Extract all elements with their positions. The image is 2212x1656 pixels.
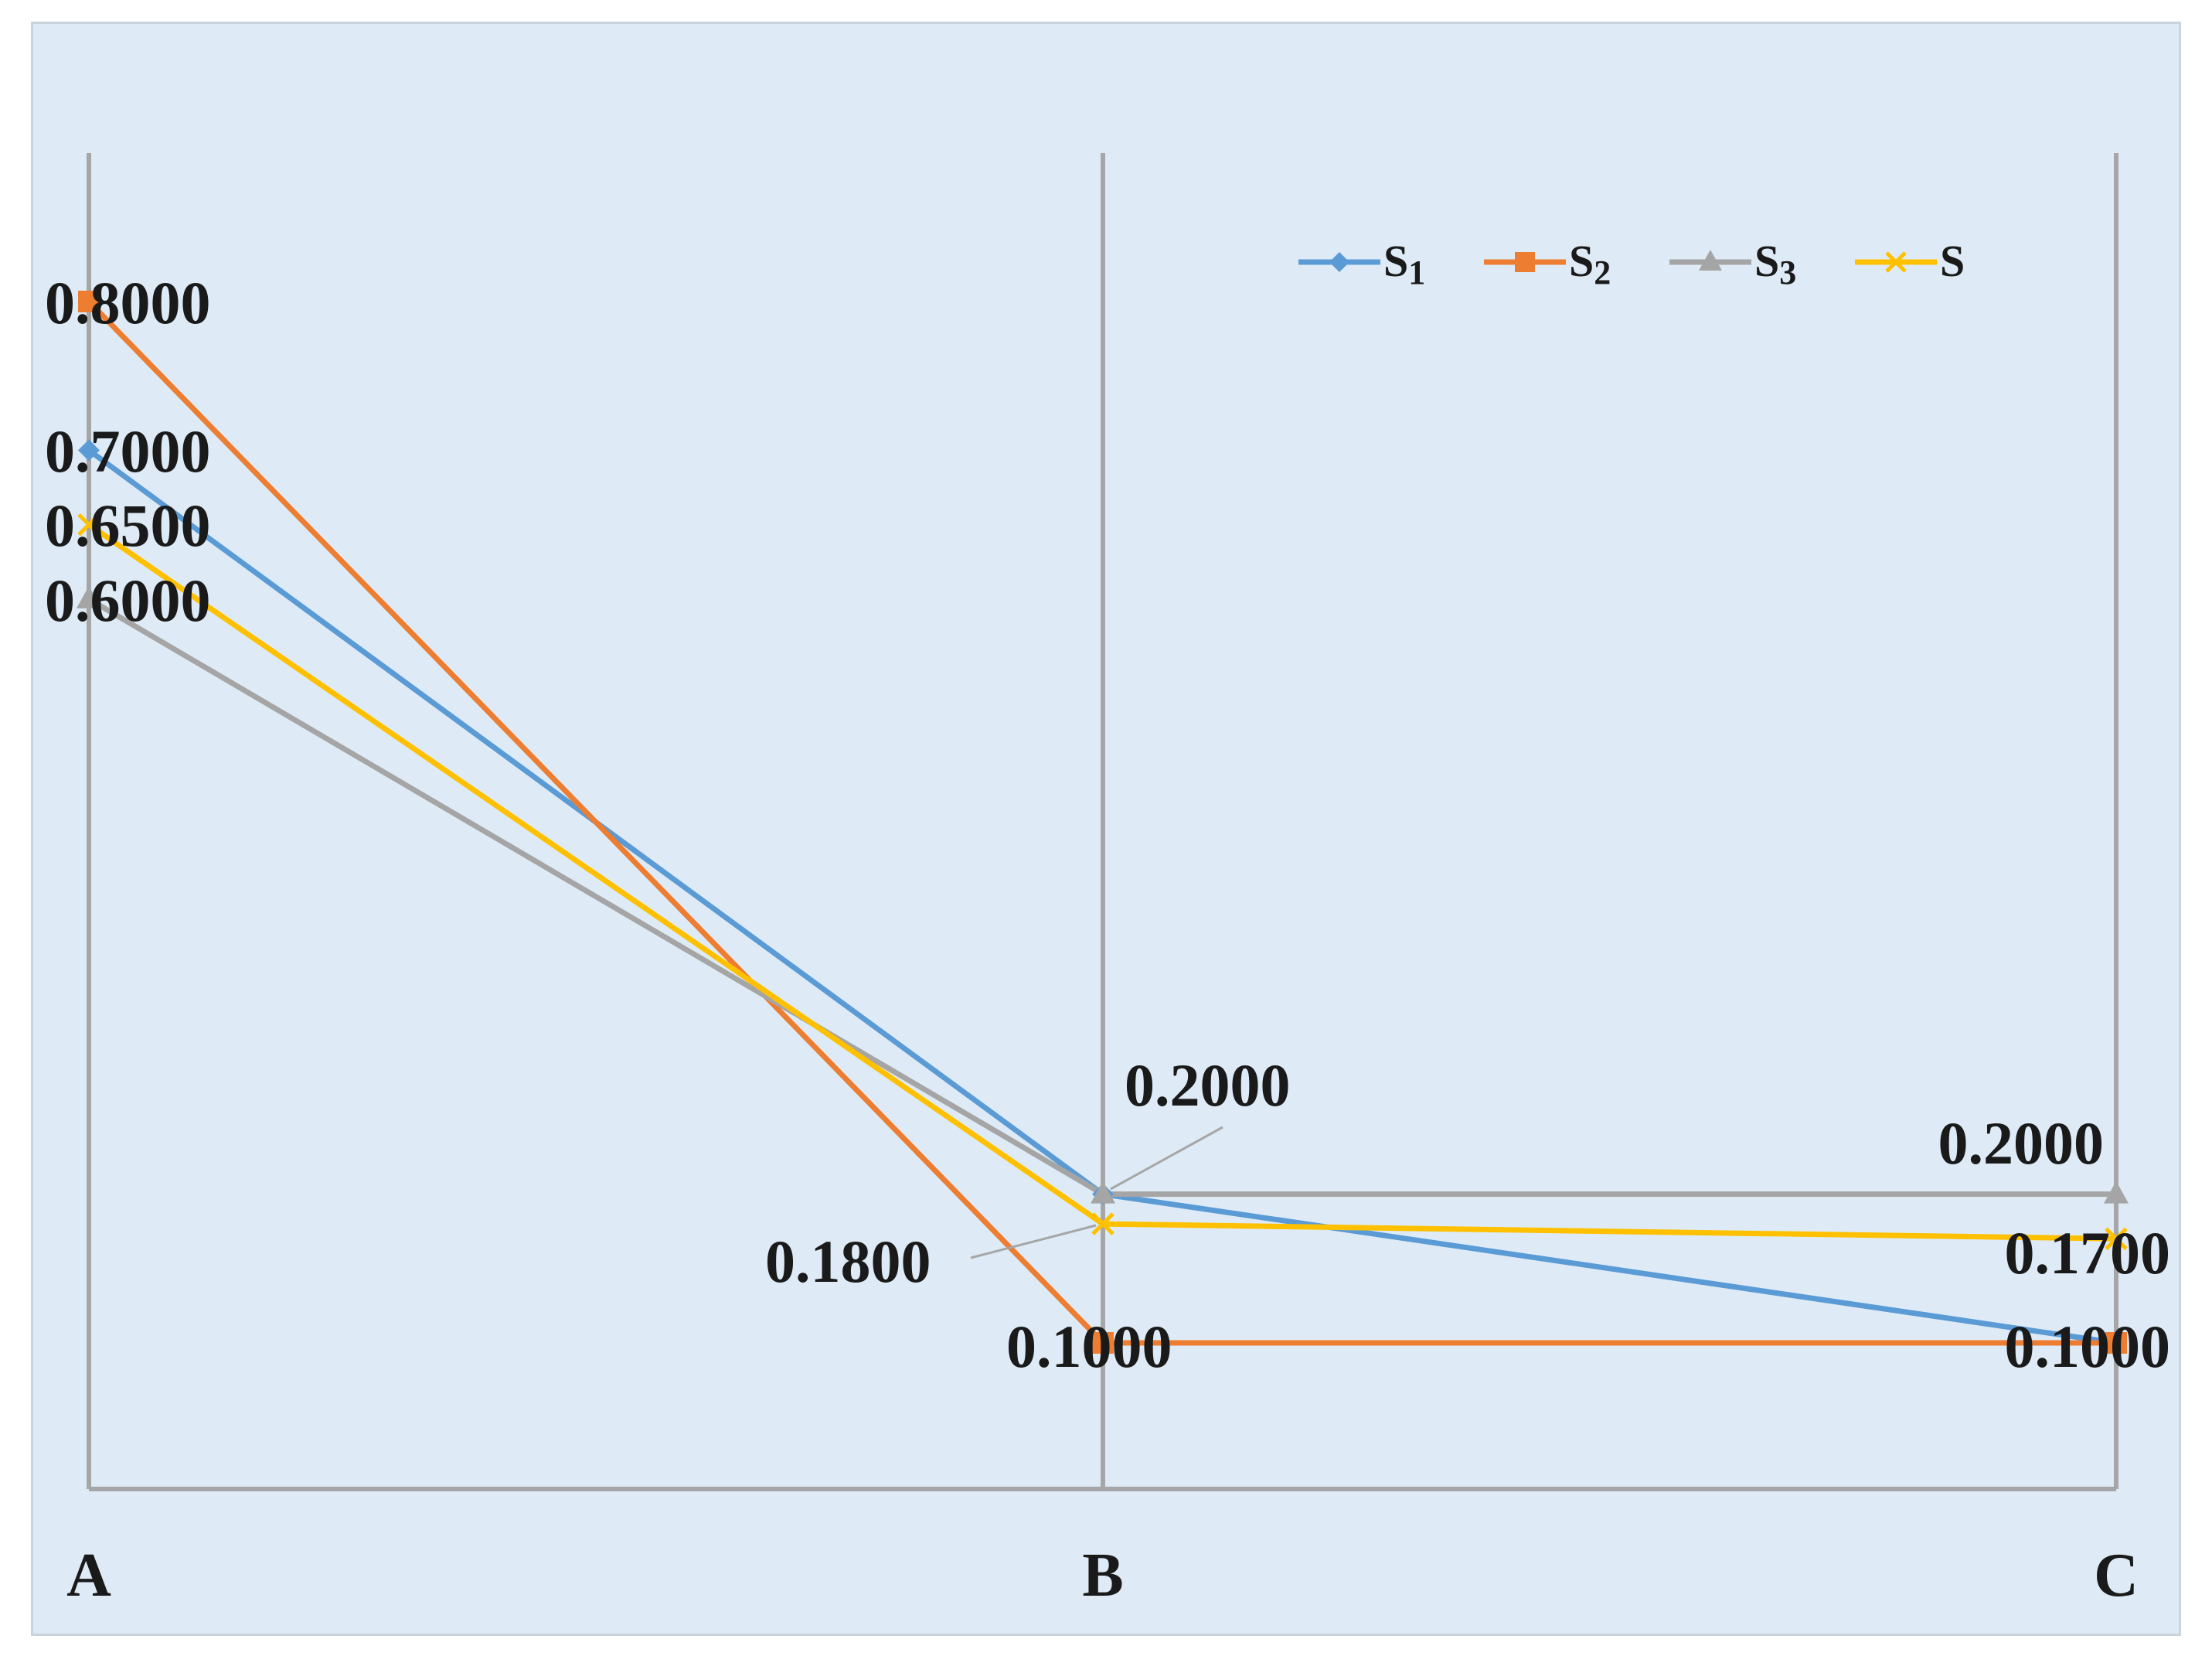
legend-item-s1: S1 (1298, 236, 1425, 291)
marker-s-c (2105, 1227, 2128, 1251)
category-labels-group: A B C (66, 1542, 2139, 1610)
markers-group (77, 291, 2129, 1354)
legend-label-s1: S1 (1383, 236, 1425, 291)
data-labels-group: 0.8000 0.7000 0.6500 0.6000 0.2000 0.1800 0.10… (45, 269, 2170, 1380)
marker-s3-b (1091, 1181, 1115, 1204)
category-label-c: C (2094, 1542, 2139, 1610)
data-label-c-7: 0.2000 (1938, 1109, 2105, 1177)
legend-label-s: S (1940, 236, 1965, 286)
marker-s2-b (1092, 1332, 1114, 1354)
marker-s3-c (2104, 1181, 2129, 1204)
data-label-b-6: 0.1000 (1006, 1313, 1172, 1380)
data-label-a-0: 0.8000 (45, 269, 211, 336)
data-label-b-5: 0.1800 (765, 1228, 931, 1295)
data-label-c-9: 0.1000 (2005, 1313, 2171, 1380)
legend: S1 S2 S3 S (1298, 236, 1965, 291)
legend-item-s: S (1855, 236, 1965, 286)
category-label-b: B (1082, 1542, 1123, 1610)
marker-s3-a (77, 585, 101, 608)
data-label-c-8: 0.1700 (2005, 1219, 2171, 1286)
data-label-a-2: 0.6500 (45, 492, 211, 559)
marker-s2-c (2105, 1332, 2127, 1354)
marker-s1-a (78, 439, 100, 462)
marker-s2-a (78, 291, 100, 312)
leader-line-b-5 (970, 1224, 1097, 1259)
axes-group (87, 153, 2118, 1491)
marker-s-a (77, 513, 100, 537)
legend-label-s3: S3 (1754, 236, 1796, 291)
leader-line-b-4 (1110, 1126, 1223, 1191)
marker-s-b (1091, 1212, 1115, 1235)
legend-item-s3: S3 (1669, 236, 1796, 291)
data-label-b-4: 0.2000 (1125, 1051, 1291, 1119)
category-label-a: A (66, 1542, 111, 1610)
legend-label-s2: S2 (1569, 236, 1611, 291)
legend-item-s2: S2 (1484, 236, 1611, 291)
data-label-a-3: 0.6000 (45, 567, 211, 634)
data-label-a-1: 0.7000 (45, 417, 211, 485)
chart-frame (31, 22, 2181, 1636)
